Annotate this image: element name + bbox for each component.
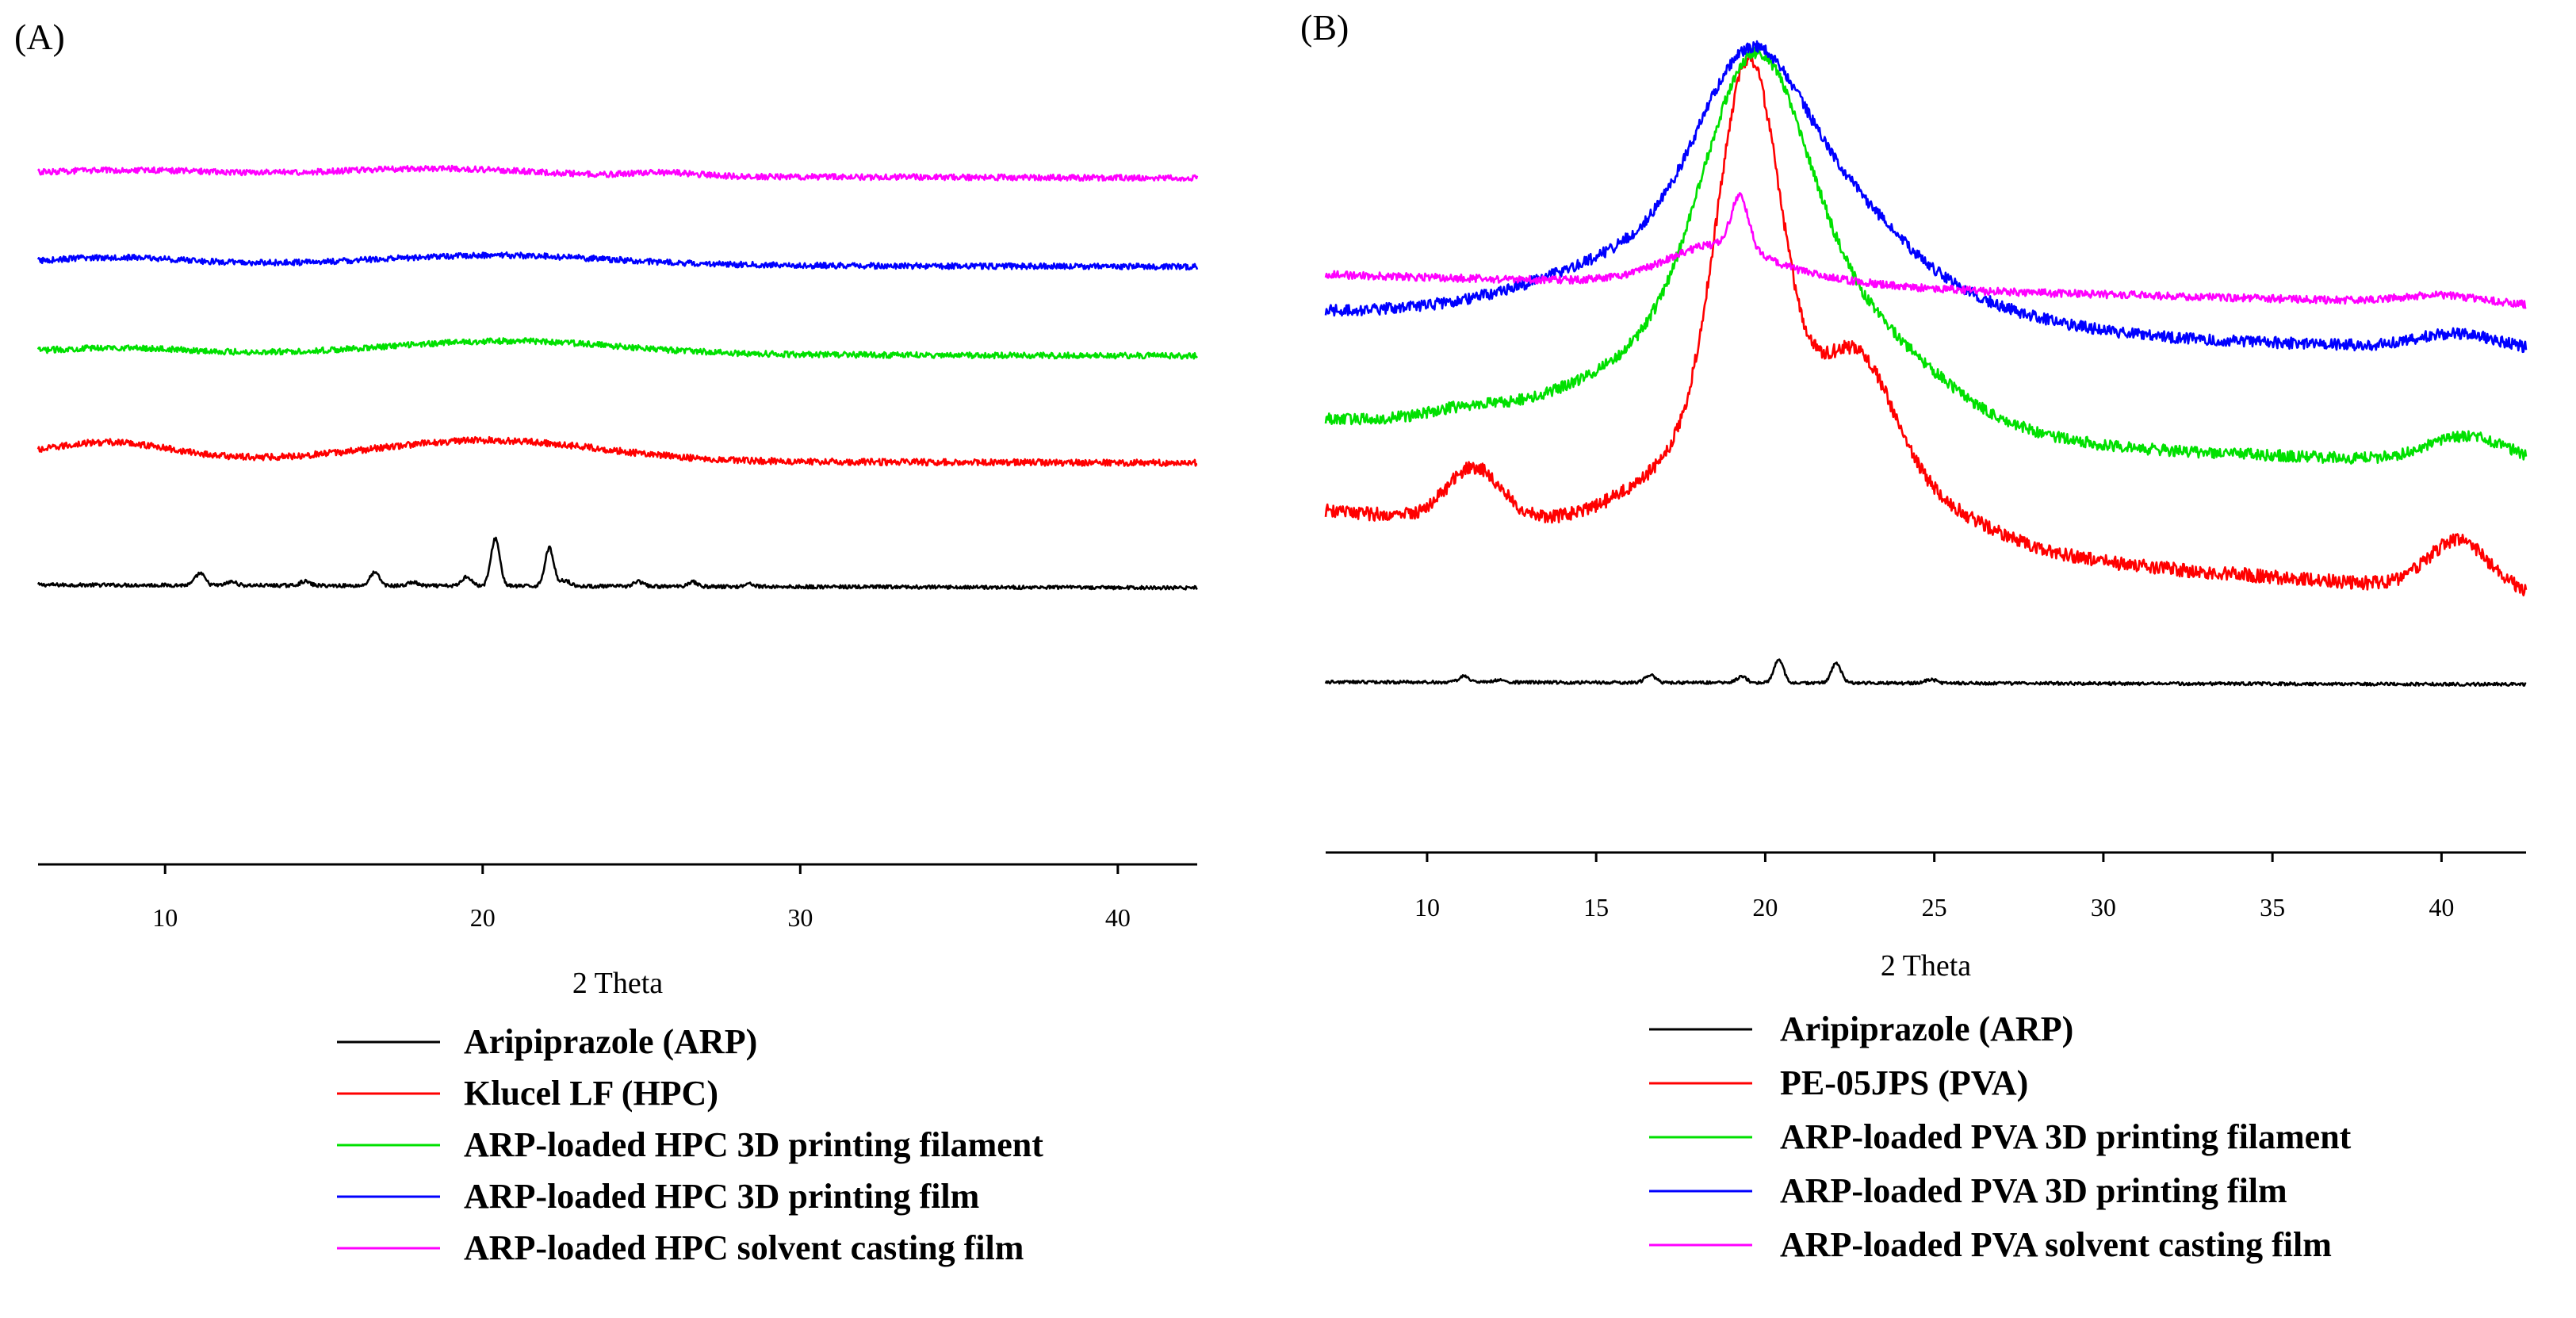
legend-label-polymer: Klucel LF (HPC) [464,1074,718,1113]
x-tick-label: 10 [152,903,178,932]
legend-label-printfilm: ARP-loaded HPC 3D printing film [464,1177,979,1216]
x-tick-label: 40 [2429,893,2454,921]
panel-a-x-axis-title: 2 Theta [572,967,663,1000]
trace-printfilm [36,251,1199,271]
x-tick-label: 15 [1583,893,1609,921]
trace-castfilm [1324,192,2527,309]
panel-b-x-axis-title: 2 Theta [1881,949,1971,983]
panel-b: (B) 10 15 20 25 30 35 40 2 Theta Aripiprazole … [1300,7,2528,1264]
trace-arp [1324,658,2527,687]
trace-polymer [36,435,1198,467]
panel-b-legend: Aripiprazole (ARP) PE-05JPS (PVA) ARP-load… [1649,1010,2352,1264]
legend-label-printfilm: ARP-loaded PVA 3D printing film [1780,1171,2287,1210]
x-tick-label: 30 [787,903,813,932]
legend-label-arp: Aripiprazole (ARP) [1780,1010,2073,1048]
panel-a-traces [36,164,1199,591]
panel-a-legend: Aripiprazole (ARP) Klucel LF (HPC) ARP-loa… [337,1022,1043,1267]
trace-printfilm [1324,40,2528,354]
x-tick-label: 20 [1752,893,1778,921]
trace-filament [1324,46,2528,465]
panel-a-label: (A) [14,17,65,57]
x-tick-label: 40 [1105,903,1131,932]
x-tick-label: 20 [470,903,496,932]
trace-arp [36,536,1198,591]
x-tick-label: 30 [2091,893,2116,921]
x-tick-label: 25 [1922,893,1947,921]
x-tick-label: 10 [1414,893,1440,921]
legend-label-filament: ARP-loaded HPC 3D printing filament [464,1125,1043,1164]
trace-filament [36,337,1199,360]
x-tick-label: 35 [2260,893,2285,921]
legend-label-castfilm: ARP-loaded HPC solvent casting film [464,1228,1024,1267]
panel-b-traces [1324,40,2528,687]
panel-a-ticks: 10 20 30 40 [152,864,1131,932]
trace-castfilm [36,164,1199,182]
panel-a: (A) 10 20 30 40 2 Theta Aripiprazole (ARP) K… [14,17,1199,1267]
legend-label-arp: Aripiprazole (ARP) [464,1022,757,1061]
panel-b-ticks: 10 15 20 25 30 35 40 [1414,852,2454,921]
trace-polymer [1324,50,2528,597]
legend-label-filament: ARP-loaded PVA 3D printing filament [1780,1117,2352,1156]
panel-b-label: (B) [1300,7,1349,48]
legend-label-castfilm: ARP-loaded PVA solvent casting film [1780,1225,2332,1264]
legend-label-polymer: PE-05JPS (PVA) [1780,1063,2028,1102]
